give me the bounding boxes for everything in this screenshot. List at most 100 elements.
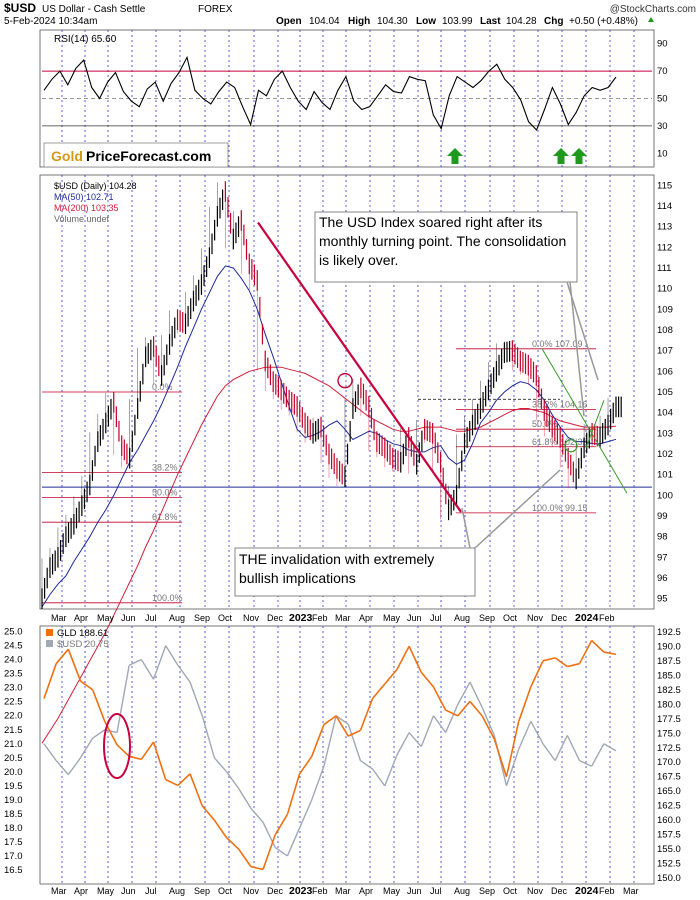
- usd-overlay-seg-10: [165, 645, 179, 666]
- green-down-channel: [541, 348, 628, 494]
- gld-seg-22: [310, 724, 325, 757]
- header-date: 5-Feb-2024 10:34am: [4, 16, 97, 27]
- downtrend-line: [257, 221, 462, 513]
- gld-seg-10: [165, 778, 179, 787]
- header-exchange: FOREX: [198, 4, 233, 15]
- gld-seg-27: [371, 683, 386, 699]
- gld-seg-6: [116, 744, 130, 758]
- gld-right-tick-12: 162.5: [657, 801, 681, 812]
- pointer-lower-b: [474, 469, 561, 549]
- gld-seg-12: [189, 773, 203, 807]
- price-tick-6: 101: [657, 470, 673, 481]
- watermark: @StockCharts.com: [610, 4, 696, 15]
- gld-seg-37: [493, 738, 508, 777]
- gld-right-tick-2: 187.5: [657, 656, 681, 667]
- usd-legend-swatch: [46, 640, 53, 647]
- fib-right-label-4: 100.0% 99.15: [532, 503, 588, 513]
- usd-overlay-seg-31: [420, 715, 435, 747]
- gld-seg-41: [542, 657, 556, 662]
- gld-right-tick-14: 157.5: [657, 830, 681, 841]
- gld-x-label-1: Apr: [74, 886, 88, 896]
- gld-x-label-24: Mar: [623, 886, 639, 896]
- gld-right-tick-13: 160.0: [657, 815, 681, 826]
- usd-overlay-seg-34: [457, 681, 471, 705]
- price-tick-19: 114: [657, 201, 672, 212]
- price-x-label-12: Mar: [335, 613, 351, 623]
- usd-overlay-seg-12: [189, 681, 203, 716]
- gld-x-label-13: Apr: [359, 886, 373, 896]
- gld-left-tick-11: 19.5: [4, 781, 23, 792]
- gld-x-label-4: Jul: [145, 886, 157, 896]
- usd-overlay-seg-18: [262, 822, 276, 848]
- fib-left-label-3: 61.8%: [152, 512, 178, 522]
- annotation-lower-fo: THE invalidation with extremely bullish …: [239, 551, 434, 586]
- gld-seg-30: [408, 645, 423, 673]
- usd-overlay-seg-21: [298, 799, 313, 829]
- header-symbol: $USD: [4, 1, 36, 15]
- rsi-tick-0: 90: [657, 39, 668, 50]
- gld-left-tick-10: 20.0: [4, 767, 23, 778]
- gld-x-label-2: May: [97, 886, 115, 896]
- gld-seg-29: [396, 645, 410, 670]
- gld-left-tick-15: 17.5: [4, 837, 23, 848]
- logo-gold: Gold: [51, 148, 83, 164]
- gld-seg-40: [530, 660, 544, 688]
- price-tick-10: 105: [657, 387, 673, 398]
- green-circle-marker: [564, 439, 578, 453]
- fib-right-label-1: 38.2% 104.16: [532, 399, 588, 409]
- usd-overlay-seg-1: [55, 760, 69, 776]
- price-x-label-0: Mar: [51, 613, 67, 623]
- price-tick-14: 109: [657, 304, 673, 315]
- price-x-axis: Mar Apr May Jun Jul Aug Sep Oct Nov Dec 2023 Feb Mar…: [51, 612, 615, 624]
- gld-right-tick-10: 167.5: [657, 772, 681, 783]
- usd-overlay-seg-25: [347, 723, 362, 761]
- gld-x-label-23: Feb: [599, 886, 615, 896]
- gld-left-tick-13: 18.5: [4, 809, 23, 820]
- rsi-axis: 90 70 50 30 10: [657, 39, 668, 160]
- price-x-label-7: Oct: [218, 613, 233, 623]
- usd-overlay-seg-46: [603, 743, 617, 752]
- gld-x-label-12: Mar: [335, 886, 351, 896]
- ma200-line: [41, 366, 617, 744]
- price-tick-8: 103: [657, 428, 673, 439]
- rsi-tick-4: 10: [657, 148, 668, 159]
- price-tick-4: 99: [657, 511, 668, 522]
- rsi-tick-1: 70: [657, 66, 668, 77]
- usd-overlay-seg-40: [530, 721, 544, 745]
- usd-overlay-seg-24: [335, 715, 349, 725]
- gld-seg-44: [578, 640, 593, 665]
- price-x-label-20: Nov: [527, 613, 544, 623]
- gld-seg-31: [420, 671, 435, 688]
- gld-right-tick-3: 185.0: [657, 670, 681, 681]
- rsi-tick-3: 30: [657, 121, 668, 132]
- header-name: US Dollar - Cash Settle: [42, 4, 146, 15]
- gld-layer: [43, 639, 617, 871]
- price-x-label-13: Apr: [359, 613, 373, 623]
- gld-right-tick-15: 155.0: [657, 844, 681, 855]
- gld-seg-25: [347, 729, 361, 737]
- gld-left-tick-7: 21.5: [4, 725, 23, 736]
- gld-circle-marker: [103, 713, 131, 779]
- annotation-upper-text: The USD Index soared right after its mon…: [319, 214, 567, 268]
- price-x-label-11: Feb: [312, 613, 328, 623]
- usd-overlay-seg-8: [140, 659, 155, 680]
- gld-x-label-10: 2023: [289, 885, 313, 897]
- price-x-label-15: Jun: [407, 613, 422, 623]
- price-x-label-8: Nov: [243, 613, 260, 623]
- usd-overlay-seg-11: [177, 664, 191, 683]
- gld-seg-21: [298, 755, 313, 775]
- price-layer: 0.0% 38.2% 50.0% 61.8% 100.0% 0.0% 107.09 38.2…: [41, 181, 652, 744]
- gld-seg-3: [80, 680, 94, 691]
- gld-seg-46: [603, 651, 617, 656]
- fib-right-label-2: 50.0%: [532, 419, 558, 429]
- gld-right-tick-17: 150.0: [657, 873, 681, 884]
- price-x-label-10: 2023: [289, 612, 313, 624]
- price-legend: $USD (Daily) 104.28 MA(50) 102.71 MA(200…: [54, 181, 137, 224]
- legend-usd: $USD (Daily) 104.28: [54, 181, 137, 191]
- usd-overlay-seg-20: [286, 827, 301, 857]
- price-tick-11: 106: [657, 366, 673, 377]
- usd-overlay-seg-26: [360, 760, 373, 770]
- gld-seg-11: [177, 773, 191, 787]
- gld-x-label-8: Nov: [243, 886, 260, 896]
- fib-left-label-0: 0.0%: [152, 382, 173, 392]
